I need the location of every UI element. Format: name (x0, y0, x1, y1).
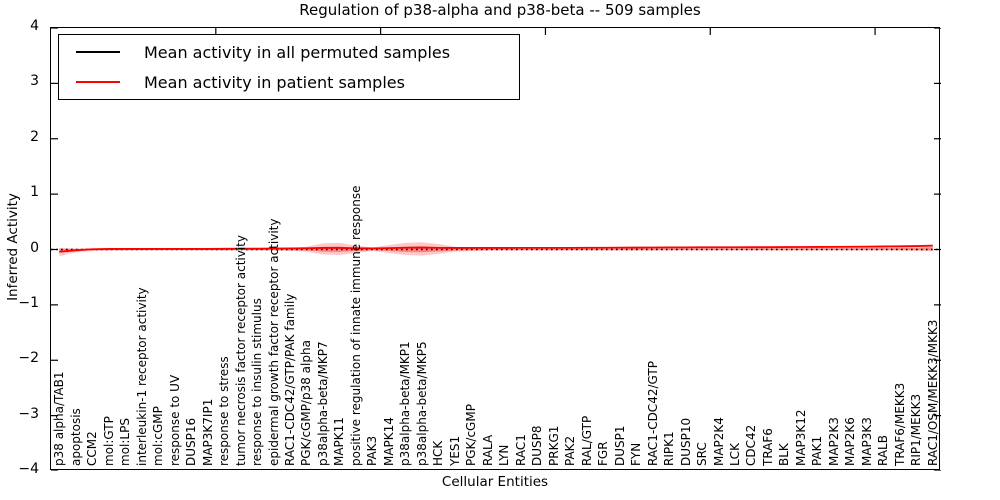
y-tick-label: 2 (30, 128, 39, 145)
x-tick-label: DUSP16 (184, 417, 199, 466)
x-tick-label: MAP3K7IP1 (200, 398, 215, 466)
y-tick-labels: 4 3 2 1 0 −1 −2 −3 −4 (0, 18, 44, 477)
x-tick-label: LYN (497, 444, 512, 466)
legend-entry-label: Mean activity in all permuted samples (144, 42, 451, 62)
x-tick-label: TRAF6 (760, 428, 775, 466)
y-tick-label: 4 (30, 18, 39, 34)
chart-svg (51, 28, 941, 471)
y-tick-label: −2 (18, 350, 39, 367)
x-tick-label: MAP2K3 (826, 417, 841, 466)
x-tick-label: MAP2K4 (711, 417, 726, 466)
x-tick-label: YES1 (447, 435, 462, 466)
y-tick-label: 1 (30, 184, 39, 201)
x-tick-label: mol:GTP (101, 416, 116, 466)
x-tick-label: PAK3 (365, 435, 380, 466)
x-tick-label: RAC1-CDC42/GTP (645, 361, 660, 466)
x-tick-label: PAK1 (810, 435, 825, 466)
x-tick-label: CCM2 (85, 431, 100, 466)
chart-title: Regulation of p38-alpha and p38-beta -- … (299, 1, 701, 19)
x-tick-label: MAPK11 (332, 417, 347, 466)
x-tick-label: apoptosis (68, 408, 83, 466)
x-axis-title: Cellular Entities (441, 474, 549, 490)
permuted-line-swatch-icon (76, 51, 120, 53)
x-tick-label: response to stress (217, 356, 232, 466)
x-tick-label: p38alpha-beta/MKP7 (315, 341, 330, 466)
x-tick-label: mol:cGMP (151, 406, 166, 466)
x-tick-label: TRAF6/MEKK3 (892, 382, 907, 466)
x-tick-label: epidermal growth factor receptor activit… (266, 218, 281, 466)
y-tick-label: −3 (18, 405, 39, 422)
y-tick-label: −4 (18, 461, 39, 477)
x-tick-label: RAL/GTP (579, 415, 594, 466)
x-tick-label: positive regulation of innate immune res… (348, 185, 363, 466)
x-tick-label: HCK (431, 440, 446, 466)
legend-entry: Mean activity in patient samples (59, 67, 519, 97)
x-tick-label: interleukin-1 receptor activity (134, 287, 149, 466)
x-tick-label: MAP3K12 (793, 409, 808, 466)
x-tick-label: MAPK14 (381, 417, 396, 466)
x-tick-label: mol:LPS (118, 418, 133, 466)
x-tick-label: PGK/cGMP/p38 alpha (299, 340, 314, 466)
x-tick-label: response to UV (167, 374, 182, 466)
patient-mean-line (59, 244, 933, 253)
legend-entry: Mean activity in all permuted samples (59, 37, 519, 67)
patient-line-swatch-icon (76, 81, 120, 83)
y-tick-label: 3 (30, 73, 39, 90)
x-tick-label: CDC42 (744, 424, 759, 466)
x-tick-label: SRC (695, 442, 710, 466)
x-tick-label: PRKG1 (546, 425, 561, 466)
x-tick-label: tumor necrosis factor receptor activity (233, 235, 248, 466)
y-tick-label: −1 (18, 294, 39, 311)
x-tick-label: p38alpha-beta/MKP5 (414, 341, 429, 466)
x-tick-label: DUSP1 (612, 425, 627, 466)
x-tick-label: PGK/cGMP (464, 404, 479, 466)
x-tick-label: response to insulin stimulus (250, 298, 265, 466)
x-tick-label: DUSP10 (678, 417, 693, 466)
x-tick-label: MAP2K6 (843, 417, 858, 466)
x-tick-label: RALB (876, 435, 891, 466)
x-tick-label: BLK (777, 443, 792, 466)
x-tick-label: p38 alpha/TAB1 (52, 371, 67, 466)
x-tick-label: FYN (629, 442, 644, 466)
x-tick-label: RIP1/MEKK3 (909, 393, 924, 466)
x-tick-label: MAP3K3 (859, 417, 874, 466)
x-tick-label: p38alpha-beta/MKP1 (398, 341, 413, 466)
legend-entry-label: Mean activity in patient samples (144, 72, 405, 92)
x-tick-label: DUSP8 (530, 425, 545, 466)
x-tick-label: LCK (727, 443, 742, 466)
y-tick-label: 0 (30, 239, 39, 256)
plot-area: p38 alpha/TAB1 apoptosis CCM2 mol:GTP mol:LP… (50, 27, 941, 471)
x-tick-label: RAC1/OSM/MEKK3/MKK3 (925, 319, 940, 466)
x-tick-label: RAC1-CDC42/GTP/PAK family (282, 293, 297, 466)
x-tick-label: RAC1 (513, 434, 528, 466)
x-tick-label: FGR (596, 441, 611, 466)
x-tick-label: PAK2 (563, 435, 578, 466)
legend: Mean activity in all permuted samples Me… (58, 34, 520, 100)
x-tick-label: RIPK1 (662, 431, 677, 466)
x-tick-label: RALA (480, 434, 495, 466)
